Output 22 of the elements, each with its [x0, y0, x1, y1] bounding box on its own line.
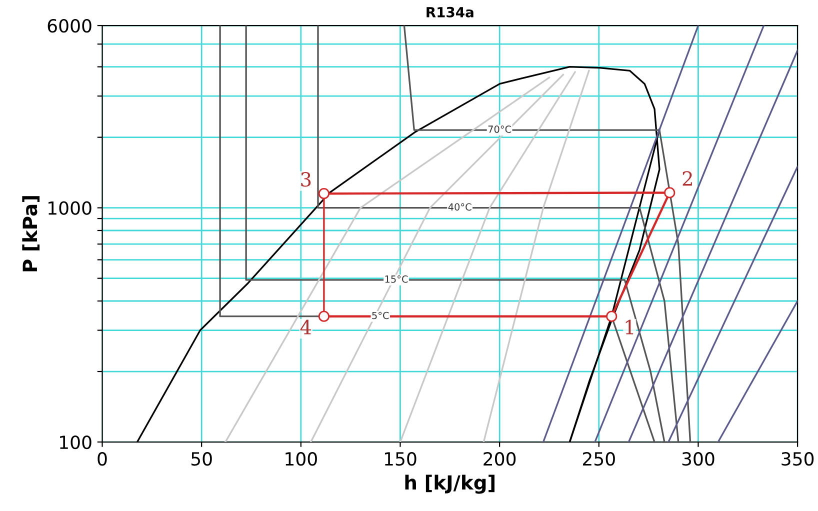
x-tick-label: 350: [782, 452, 814, 466]
x-tick-label: 0: [98, 452, 107, 466]
annotation: 70°C: [488, 126, 512, 133]
annotation: 40°C: [448, 203, 472, 211]
x-tick-label: 150: [384, 452, 416, 466]
y-tick-label: 6000: [48, 19, 92, 33]
y-axis-title: P [kPa]: [22, 196, 40, 272]
y-tick-label: 1000: [48, 201, 92, 215]
x-tick-label: 200: [484, 452, 516, 466]
chart-title: R134a: [426, 6, 474, 18]
annotation: 4: [300, 320, 312, 334]
y-tick-label: 100: [60, 435, 92, 450]
annotation: 15°C: [385, 275, 408, 283]
x-tick-label: 250: [582, 452, 615, 466]
annotation: 2: [682, 171, 692, 186]
annotation: 3: [301, 172, 311, 187]
x-tick-label: 300: [682, 452, 714, 466]
annotation: 1: [626, 320, 634, 334]
x-tick-label: 50: [191, 452, 212, 466]
x-tick-label: 100: [286, 452, 317, 466]
x-axis-title: h [kJ/kg]: [405, 474, 494, 494]
annotation: 5°C: [372, 312, 389, 320]
